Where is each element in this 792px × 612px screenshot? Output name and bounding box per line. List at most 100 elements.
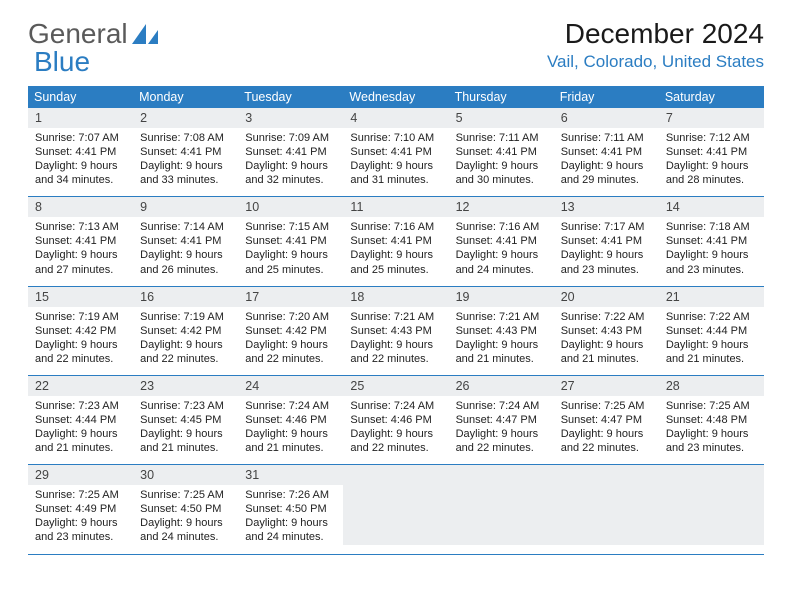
fact-line: and 21 minutes. bbox=[561, 352, 653, 366]
day-cell bbox=[343, 465, 448, 553]
fact-line: Sunset: 4:41 PM bbox=[245, 234, 337, 248]
day-cell: 3Sunrise: 7:09 AMSunset: 4:41 PMDaylight… bbox=[238, 108, 343, 196]
fact-line: and 22 minutes. bbox=[140, 352, 232, 366]
day-number: 11 bbox=[343, 197, 448, 217]
day-cell: 27Sunrise: 7:25 AMSunset: 4:47 PMDayligh… bbox=[554, 376, 659, 464]
day-cell: 18Sunrise: 7:21 AMSunset: 4:43 PMDayligh… bbox=[343, 287, 448, 375]
day-cell: 13Sunrise: 7:17 AMSunset: 4:41 PMDayligh… bbox=[554, 197, 659, 285]
day-cell: 19Sunrise: 7:21 AMSunset: 4:43 PMDayligh… bbox=[449, 287, 554, 375]
day-cell: 6Sunrise: 7:11 AMSunset: 4:41 PMDaylight… bbox=[554, 108, 659, 196]
day-number: 21 bbox=[659, 287, 764, 307]
fact-line: Daylight: 9 hours bbox=[245, 248, 337, 262]
day-number: 9 bbox=[133, 197, 238, 217]
fact-line: Sunset: 4:41 PM bbox=[140, 234, 232, 248]
fact-line: and 34 minutes. bbox=[35, 173, 127, 187]
day-cell: 2Sunrise: 7:08 AMSunset: 4:41 PMDaylight… bbox=[133, 108, 238, 196]
week-row: 8Sunrise: 7:13 AMSunset: 4:41 PMDaylight… bbox=[28, 197, 764, 286]
fact-line: and 22 minutes. bbox=[561, 441, 653, 455]
fact-line: Sunrise: 7:20 AM bbox=[245, 310, 337, 324]
day-facts: Sunrise: 7:09 AMSunset: 4:41 PMDaylight:… bbox=[238, 128, 343, 196]
fact-line: Daylight: 9 hours bbox=[140, 338, 232, 352]
fact-line: Sunrise: 7:25 AM bbox=[140, 488, 232, 502]
fact-line: and 21 minutes. bbox=[456, 352, 548, 366]
fact-line: Daylight: 9 hours bbox=[350, 159, 442, 173]
day-cell: 12Sunrise: 7:16 AMSunset: 4:41 PMDayligh… bbox=[449, 197, 554, 285]
fact-line: Sunset: 4:48 PM bbox=[666, 413, 758, 427]
fact-line: Sunset: 4:44 PM bbox=[666, 324, 758, 338]
fact-line: Sunset: 4:41 PM bbox=[140, 145, 232, 159]
fact-line: and 23 minutes. bbox=[561, 263, 653, 277]
fact-line: Sunset: 4:41 PM bbox=[561, 145, 653, 159]
day-facts: Sunrise: 7:24 AMSunset: 4:46 PMDaylight:… bbox=[343, 396, 448, 464]
day-facts: Sunrise: 7:11 AMSunset: 4:41 PMDaylight:… bbox=[449, 128, 554, 196]
fact-line: and 26 minutes. bbox=[140, 263, 232, 277]
day-facts bbox=[449, 485, 554, 545]
fact-line: Sunrise: 7:19 AM bbox=[35, 310, 127, 324]
fact-line: and 33 minutes. bbox=[140, 173, 232, 187]
day-number bbox=[554, 465, 659, 485]
fact-line: Sunset: 4:50 PM bbox=[245, 502, 337, 516]
day-facts: Sunrise: 7:21 AMSunset: 4:43 PMDaylight:… bbox=[449, 307, 554, 375]
weekday-header: Thursday bbox=[449, 86, 554, 108]
fact-line: Daylight: 9 hours bbox=[245, 516, 337, 530]
fact-line: Daylight: 9 hours bbox=[456, 338, 548, 352]
fact-line: Sunrise: 7:08 AM bbox=[140, 131, 232, 145]
day-facts: Sunrise: 7:23 AMSunset: 4:44 PMDaylight:… bbox=[28, 396, 133, 464]
fact-line: Daylight: 9 hours bbox=[245, 427, 337, 441]
day-cell: 4Sunrise: 7:10 AMSunset: 4:41 PMDaylight… bbox=[343, 108, 448, 196]
fact-line: Daylight: 9 hours bbox=[350, 338, 442, 352]
fact-line: Daylight: 9 hours bbox=[140, 516, 232, 530]
fact-line: Sunset: 4:42 PM bbox=[245, 324, 337, 338]
fact-line: Sunset: 4:49 PM bbox=[35, 502, 127, 516]
day-cell: 23Sunrise: 7:23 AMSunset: 4:45 PMDayligh… bbox=[133, 376, 238, 464]
fact-line: and 22 minutes. bbox=[350, 352, 442, 366]
day-cell bbox=[554, 465, 659, 553]
day-number: 31 bbox=[238, 465, 343, 485]
day-facts: Sunrise: 7:22 AMSunset: 4:43 PMDaylight:… bbox=[554, 307, 659, 375]
fact-line: Sunset: 4:41 PM bbox=[35, 145, 127, 159]
fact-line: Sunset: 4:46 PM bbox=[350, 413, 442, 427]
fact-line: and 31 minutes. bbox=[350, 173, 442, 187]
fact-line: and 24 minutes. bbox=[140, 530, 232, 544]
week-row: 1Sunrise: 7:07 AMSunset: 4:41 PMDaylight… bbox=[28, 108, 764, 197]
weekday-header: Wednesday bbox=[343, 86, 448, 108]
logo-word-blue: Blue bbox=[34, 46, 90, 78]
fact-line: Daylight: 9 hours bbox=[140, 427, 232, 441]
fact-line: Daylight: 9 hours bbox=[35, 427, 127, 441]
weekday-header: Sunday bbox=[28, 86, 133, 108]
fact-line: and 28 minutes. bbox=[666, 173, 758, 187]
fact-line: Sunrise: 7:14 AM bbox=[140, 220, 232, 234]
fact-line: Sunset: 4:41 PM bbox=[666, 234, 758, 248]
day-cell: 14Sunrise: 7:18 AMSunset: 4:41 PMDayligh… bbox=[659, 197, 764, 285]
fact-line: Daylight: 9 hours bbox=[561, 338, 653, 352]
day-number: 16 bbox=[133, 287, 238, 307]
day-cell: 8Sunrise: 7:13 AMSunset: 4:41 PMDaylight… bbox=[28, 197, 133, 285]
day-facts: Sunrise: 7:17 AMSunset: 4:41 PMDaylight:… bbox=[554, 217, 659, 285]
day-facts: Sunrise: 7:24 AMSunset: 4:46 PMDaylight:… bbox=[238, 396, 343, 464]
fact-line: Sunset: 4:41 PM bbox=[456, 234, 548, 248]
fact-line: and 22 minutes. bbox=[35, 352, 127, 366]
day-facts: Sunrise: 7:08 AMSunset: 4:41 PMDaylight:… bbox=[133, 128, 238, 196]
weekday-header: Monday bbox=[133, 86, 238, 108]
fact-line: Sunrise: 7:07 AM bbox=[35, 131, 127, 145]
fact-line: Sunrise: 7:11 AM bbox=[456, 131, 548, 145]
day-number: 30 bbox=[133, 465, 238, 485]
day-cell: 10Sunrise: 7:15 AMSunset: 4:41 PMDayligh… bbox=[238, 197, 343, 285]
day-facts: Sunrise: 7:12 AMSunset: 4:41 PMDaylight:… bbox=[659, 128, 764, 196]
fact-line: Sunrise: 7:26 AM bbox=[245, 488, 337, 502]
fact-line: Sunrise: 7:16 AM bbox=[350, 220, 442, 234]
fact-line: Daylight: 9 hours bbox=[666, 248, 758, 262]
day-number: 2 bbox=[133, 108, 238, 128]
day-facts: Sunrise: 7:10 AMSunset: 4:41 PMDaylight:… bbox=[343, 128, 448, 196]
fact-line: Daylight: 9 hours bbox=[350, 427, 442, 441]
day-cell: 16Sunrise: 7:19 AMSunset: 4:42 PMDayligh… bbox=[133, 287, 238, 375]
fact-line: Sunrise: 7:24 AM bbox=[456, 399, 548, 413]
page-title: December 2024 bbox=[547, 18, 764, 50]
fact-line: Sunset: 4:41 PM bbox=[350, 234, 442, 248]
fact-line: and 27 minutes. bbox=[35, 263, 127, 277]
day-cell: 17Sunrise: 7:20 AMSunset: 4:42 PMDayligh… bbox=[238, 287, 343, 375]
fact-line: Daylight: 9 hours bbox=[35, 516, 127, 530]
fact-line: and 24 minutes. bbox=[456, 263, 548, 277]
day-cell: 24Sunrise: 7:24 AMSunset: 4:46 PMDayligh… bbox=[238, 376, 343, 464]
day-cell: 25Sunrise: 7:24 AMSunset: 4:46 PMDayligh… bbox=[343, 376, 448, 464]
